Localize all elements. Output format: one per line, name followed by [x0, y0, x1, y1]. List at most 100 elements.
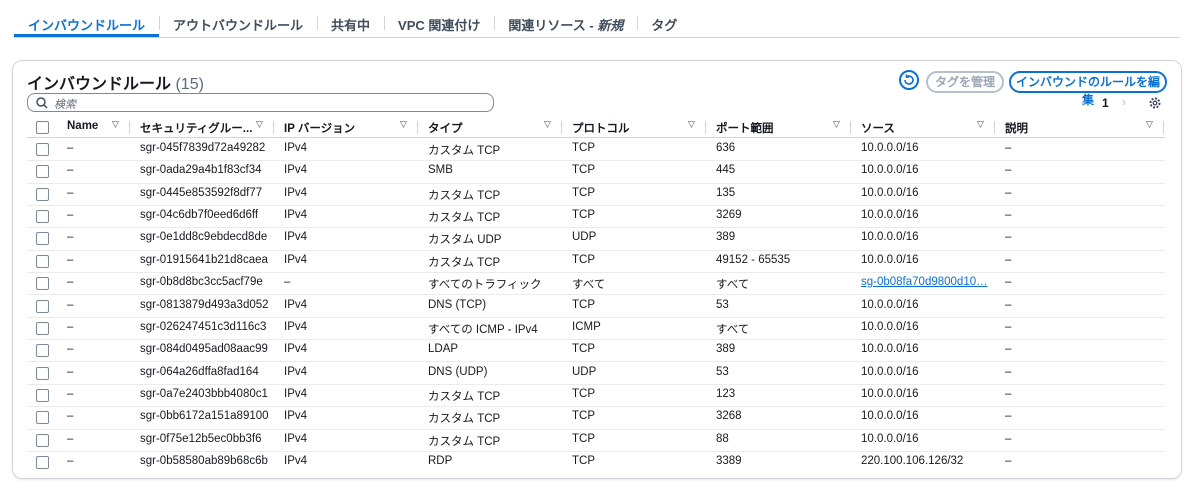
table-cell: sgr-084d0495ad08aac99 — [140, 343, 268, 356]
table-cell: – — [67, 365, 74, 378]
table-cell: IPv4 — [284, 320, 308, 333]
sort-icon[interactable]: ▽ — [112, 119, 119, 129]
search-icon — [36, 97, 48, 109]
row-checkbox[interactable] — [36, 165, 49, 179]
table-cell: IPv4 — [284, 410, 308, 423]
tab[interactable]: VPC 関連付け — [384, 8, 494, 37]
row-checkbox[interactable] — [36, 344, 49, 358]
row-checkbox[interactable] — [36, 299, 49, 313]
row-checkbox[interactable] — [36, 232, 49, 246]
search-box[interactable]: 検索 — [27, 93, 494, 112]
prev-page[interactable]: ‹ — [1081, 95, 1085, 109]
table-cell: sgr-01915641b21d8caea — [140, 253, 268, 266]
tab[interactable]: タグ — [637, 8, 691, 37]
column-separator — [850, 121, 851, 134]
tab-bar: インバウンドルール アウトバウンドルール 共有中 VPC 関連付け 関連リソース… — [14, 8, 1180, 38]
table-cell: – — [1005, 432, 1012, 445]
table-cell: – — [67, 276, 74, 289]
tab-badge: 新規 — [597, 18, 624, 33]
next-page[interactable]: › — [1122, 95, 1126, 109]
panel-title: インバウンドルール — [27, 76, 172, 93]
table-cell: sgr-0813879d493a3d052 — [140, 298, 269, 311]
row-checkbox[interactable] — [36, 411, 49, 425]
table-cell: – — [1005, 455, 1012, 468]
table-cell: 135 — [716, 186, 736, 199]
source-link[interactable]: sg-0b08fa70d9800d10… — [861, 276, 988, 289]
table-cell: 10.0.0.0/16 — [861, 365, 919, 378]
table-cell: カスタム UDP — [428, 234, 502, 247]
table-cell: TCP — [572, 387, 595, 400]
table-cell: TCP — [572, 432, 595, 445]
row-checkbox[interactable] — [36, 143, 49, 156]
table-cell: TCP — [572, 186, 595, 199]
table-cell: RDP — [428, 455, 453, 468]
table-cell: sgr-0b58580ab89b68c6b — [140, 455, 268, 468]
table-cell: – — [67, 186, 74, 199]
refresh-button[interactable] — [899, 70, 919, 90]
sort-icon[interactable]: ▽ — [256, 119, 263, 129]
row-checkbox[interactable] — [36, 321, 49, 335]
sort-icon[interactable]: ▽ — [833, 119, 840, 129]
row-checkbox[interactable] — [36, 210, 49, 224]
table-cell: sgr-026247451c3d116c3 — [140, 320, 267, 333]
table-cell: 10.0.0.0/16 — [861, 320, 919, 333]
column-header[interactable]: Name — [67, 120, 99, 132]
column-header[interactable]: プロトコル — [572, 123, 630, 135]
table-cell: 389 — [716, 231, 736, 244]
column-header[interactable]: IP バージョン — [284, 123, 356, 135]
table-cell: 636 — [716, 142, 736, 154]
sort-icon[interactable]: ▽ — [1146, 119, 1153, 129]
row-divider — [27, 160, 1165, 162]
table-cell: – — [67, 432, 74, 445]
tab[interactable]: 関連リソース - 新規 — [494, 8, 637, 37]
select-all-checkbox[interactable] — [36, 121, 49, 134]
table-cell: 10.0.0.0/16 — [861, 298, 919, 311]
table-cell: 88 — [716, 432, 729, 445]
column-separator — [129, 121, 130, 134]
tab[interactable]: インバウンドルール — [14, 8, 160, 37]
tab[interactable]: 共有中 — [317, 8, 384, 37]
table-cell: すべての ICMP - IPv4 — [428, 323, 538, 336]
column-header[interactable]: タイプ — [428, 123, 463, 135]
table-cell: 10.0.0.0/16 — [861, 231, 919, 244]
sort-icon[interactable]: ▽ — [544, 119, 551, 129]
row-checkbox[interactable] — [36, 388, 49, 402]
table-cell: IPv4 — [284, 186, 308, 199]
table-cell: TCP — [572, 343, 595, 356]
tab-label: 関連リソース - — [508, 18, 594, 33]
edit-inbound-rules-button[interactable]: インバウンドのルールを編集 — [1009, 71, 1167, 107]
tab-label: タグ — [651, 18, 678, 33]
row-checkbox[interactable] — [36, 254, 49, 268]
column-header[interactable]: セキュリティグルー... — [140, 123, 253, 135]
column-header[interactable]: ポート範囲 — [716, 123, 774, 135]
column-header[interactable]: 説明 — [1005, 123, 1028, 135]
table-cell: – — [67, 455, 74, 468]
sort-icon[interactable]: ▽ — [977, 119, 984, 129]
table-cell: sgr-0f75e12b5ec0bb3f6 — [140, 432, 262, 445]
table-cell: IPv4 — [284, 298, 308, 311]
panel-heading: インバウンドルール (15) — [27, 70, 204, 94]
table-cell: – — [1005, 142, 1012, 154]
row-checkbox[interactable] — [36, 187, 49, 201]
table-cell: sgr-045f7839d72a49282 — [140, 142, 266, 154]
table-cell: – — [67, 231, 74, 244]
sort-icon[interactable]: ▽ — [688, 119, 695, 129]
table-cell: IPv4 — [284, 455, 308, 468]
table-cell: sgr-0ada29a4b1f83cf34 — [140, 164, 262, 177]
sort-icon[interactable]: ▽ — [400, 119, 407, 129]
row-divider — [27, 316, 1165, 318]
row-checkbox[interactable] — [36, 433, 49, 447]
table-cell: – — [1005, 365, 1012, 378]
table-cell: 220.100.106.126/32 — [861, 455, 964, 468]
tab[interactable]: アウトバウンドルール — [159, 8, 317, 37]
manage-tags-button[interactable]: タグを管理 — [926, 71, 1004, 93]
table-cell: – — [1005, 164, 1012, 177]
table-cell: sgr-0445e853592f8df77 — [140, 186, 263, 199]
settings-icon[interactable] — [1148, 96, 1162, 110]
page-number[interactable]: 1 — [1102, 96, 1109, 110]
row-checkbox[interactable] — [36, 456, 49, 470]
table-cell: – — [1005, 343, 1012, 356]
column-header[interactable]: ソース — [861, 123, 895, 135]
row-checkbox[interactable] — [36, 277, 49, 291]
row-checkbox[interactable] — [36, 366, 49, 380]
